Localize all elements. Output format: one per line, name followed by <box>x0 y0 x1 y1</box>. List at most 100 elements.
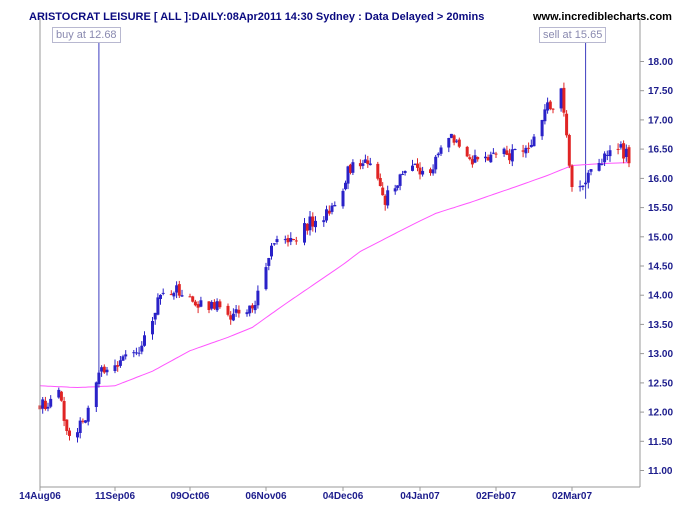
candle-body <box>132 352 136 354</box>
moving-average-line <box>39 162 630 389</box>
candle-body <box>177 284 181 296</box>
candle <box>600 158 604 166</box>
candle <box>308 211 312 236</box>
candle <box>210 300 214 311</box>
candle-body <box>521 150 525 152</box>
candle <box>436 152 440 158</box>
candle <box>41 397 45 414</box>
candle <box>421 166 425 177</box>
candle-body <box>289 238 293 242</box>
candle-body <box>78 420 82 433</box>
candle <box>505 145 509 156</box>
candle <box>586 170 590 189</box>
candle-body <box>267 258 271 266</box>
candle <box>465 145 469 158</box>
candle <box>134 347 138 356</box>
candle <box>305 223 309 235</box>
x-tick-label: 09Oct06 <box>171 491 210 502</box>
candle-body <box>401 173 405 175</box>
candle <box>344 180 347 191</box>
candle-body <box>457 139 461 147</box>
candle <box>113 359 117 374</box>
candle <box>231 308 235 322</box>
candle <box>237 305 241 318</box>
candle <box>510 144 514 167</box>
candle <box>378 173 382 187</box>
candle <box>376 161 380 181</box>
y-tick-label: 17.50 <box>648 86 673 97</box>
candle <box>624 144 628 162</box>
candle-body <box>76 432 79 438</box>
candle-body <box>86 407 90 422</box>
candle-body <box>57 389 61 398</box>
candle <box>398 173 402 191</box>
candle <box>78 417 82 439</box>
candle-body <box>41 399 45 409</box>
y-tick-label: 11.50 <box>648 437 673 448</box>
candle-body <box>622 143 626 159</box>
candle-body <box>156 297 160 315</box>
candle <box>248 305 252 317</box>
candle <box>546 97 550 114</box>
candle-body <box>455 140 459 142</box>
candle-body <box>151 321 154 335</box>
candle <box>429 167 432 176</box>
candle-body <box>292 239 295 240</box>
candle-body <box>543 109 547 122</box>
candle-body <box>140 345 144 352</box>
candle <box>386 185 390 209</box>
candle <box>311 212 315 232</box>
candle-body <box>118 360 122 366</box>
candle <box>57 387 61 399</box>
candle <box>140 341 144 355</box>
candle <box>562 82 566 117</box>
candle-body <box>218 301 222 308</box>
candle-body <box>46 406 50 409</box>
candle <box>508 148 512 164</box>
candle <box>455 139 459 144</box>
candle <box>447 137 451 153</box>
candle-body <box>175 285 179 293</box>
candle-body <box>172 292 176 297</box>
candle <box>283 235 287 244</box>
candle-body <box>134 352 138 354</box>
candle-body <box>368 163 372 166</box>
candle <box>401 170 405 176</box>
candle <box>513 148 517 151</box>
candle-body <box>551 108 555 110</box>
candle <box>491 148 495 155</box>
candle <box>346 165 350 190</box>
candle-body <box>311 216 315 227</box>
candle <box>431 164 435 176</box>
site-link[interactable]: www.incrediblecharts.com <box>533 11 672 23</box>
candle <box>49 395 53 409</box>
candle <box>468 154 472 161</box>
candle-body <box>303 223 306 243</box>
candle <box>218 299 222 309</box>
candle <box>102 364 106 374</box>
candle-body <box>603 153 607 163</box>
candle-body <box>62 401 66 421</box>
candle-body <box>191 296 195 302</box>
candle <box>413 163 417 166</box>
candle <box>303 218 306 246</box>
candle <box>619 141 623 150</box>
x-tick-label: 04Jan07 <box>400 491 440 502</box>
candle-body <box>346 166 350 184</box>
candle <box>529 139 533 148</box>
candle <box>333 201 337 207</box>
candle <box>215 298 219 312</box>
candle-body <box>468 157 472 160</box>
candle-body <box>59 391 63 401</box>
candle-body <box>465 146 469 157</box>
candle-body <box>294 240 298 242</box>
candle <box>489 151 493 163</box>
x-tick-label: 14Aug06 <box>19 491 61 502</box>
candle-body <box>116 365 120 367</box>
candle <box>330 202 334 215</box>
y-tick-label: 16.00 <box>648 174 673 185</box>
candle-body <box>100 367 104 372</box>
candle-body <box>386 190 390 206</box>
candle-body <box>431 169 435 174</box>
candle <box>361 159 365 170</box>
